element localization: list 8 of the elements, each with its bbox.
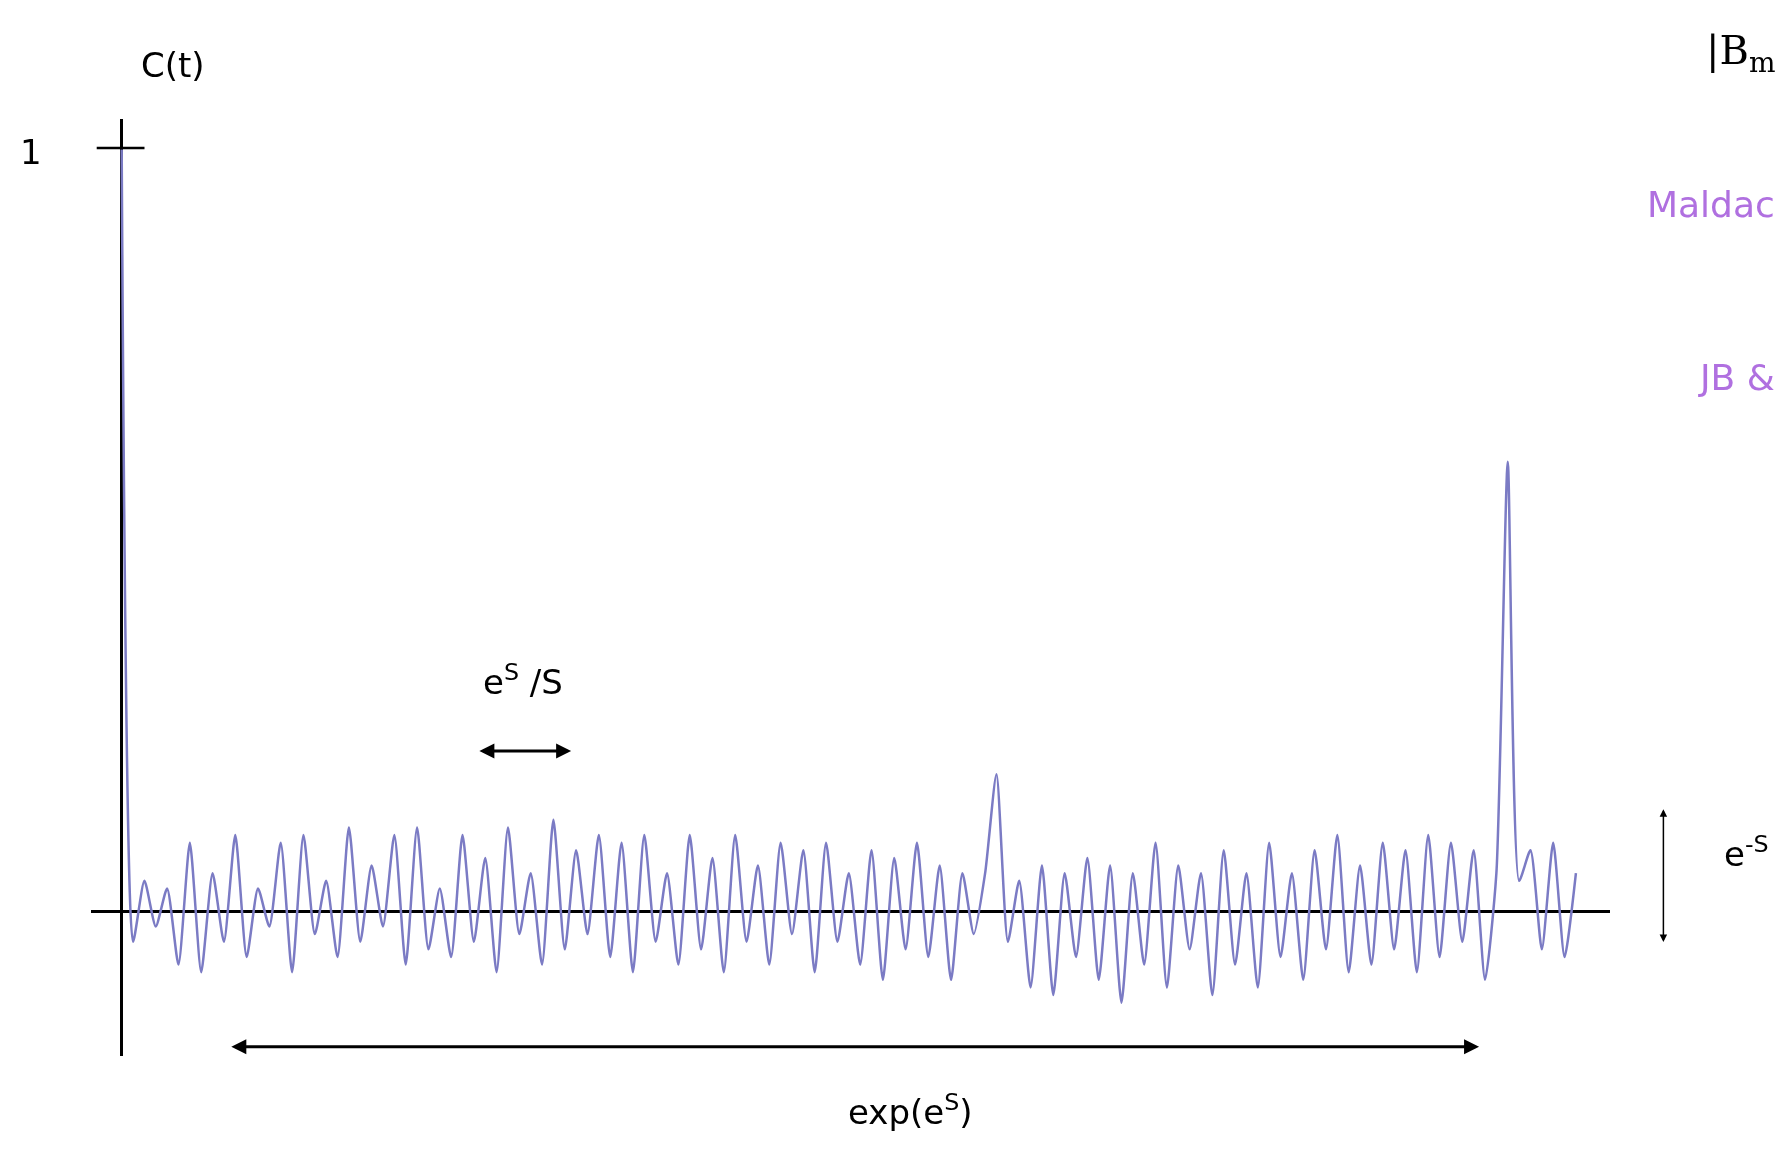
text: 1	[20, 132, 42, 172]
text: JB &	[1698, 357, 1775, 398]
text: e$^{-S}$	[1724, 830, 1769, 875]
annotation: e$^{S}$ /S	[483, 658, 563, 703]
text: exp(e$^{S}$)	[848, 1088, 973, 1133]
y-axis-title: C(t)	[141, 45, 205, 85]
text: Maldac	[1647, 184, 1775, 225]
text: |B$_{m}$	[1706, 27, 1776, 80]
